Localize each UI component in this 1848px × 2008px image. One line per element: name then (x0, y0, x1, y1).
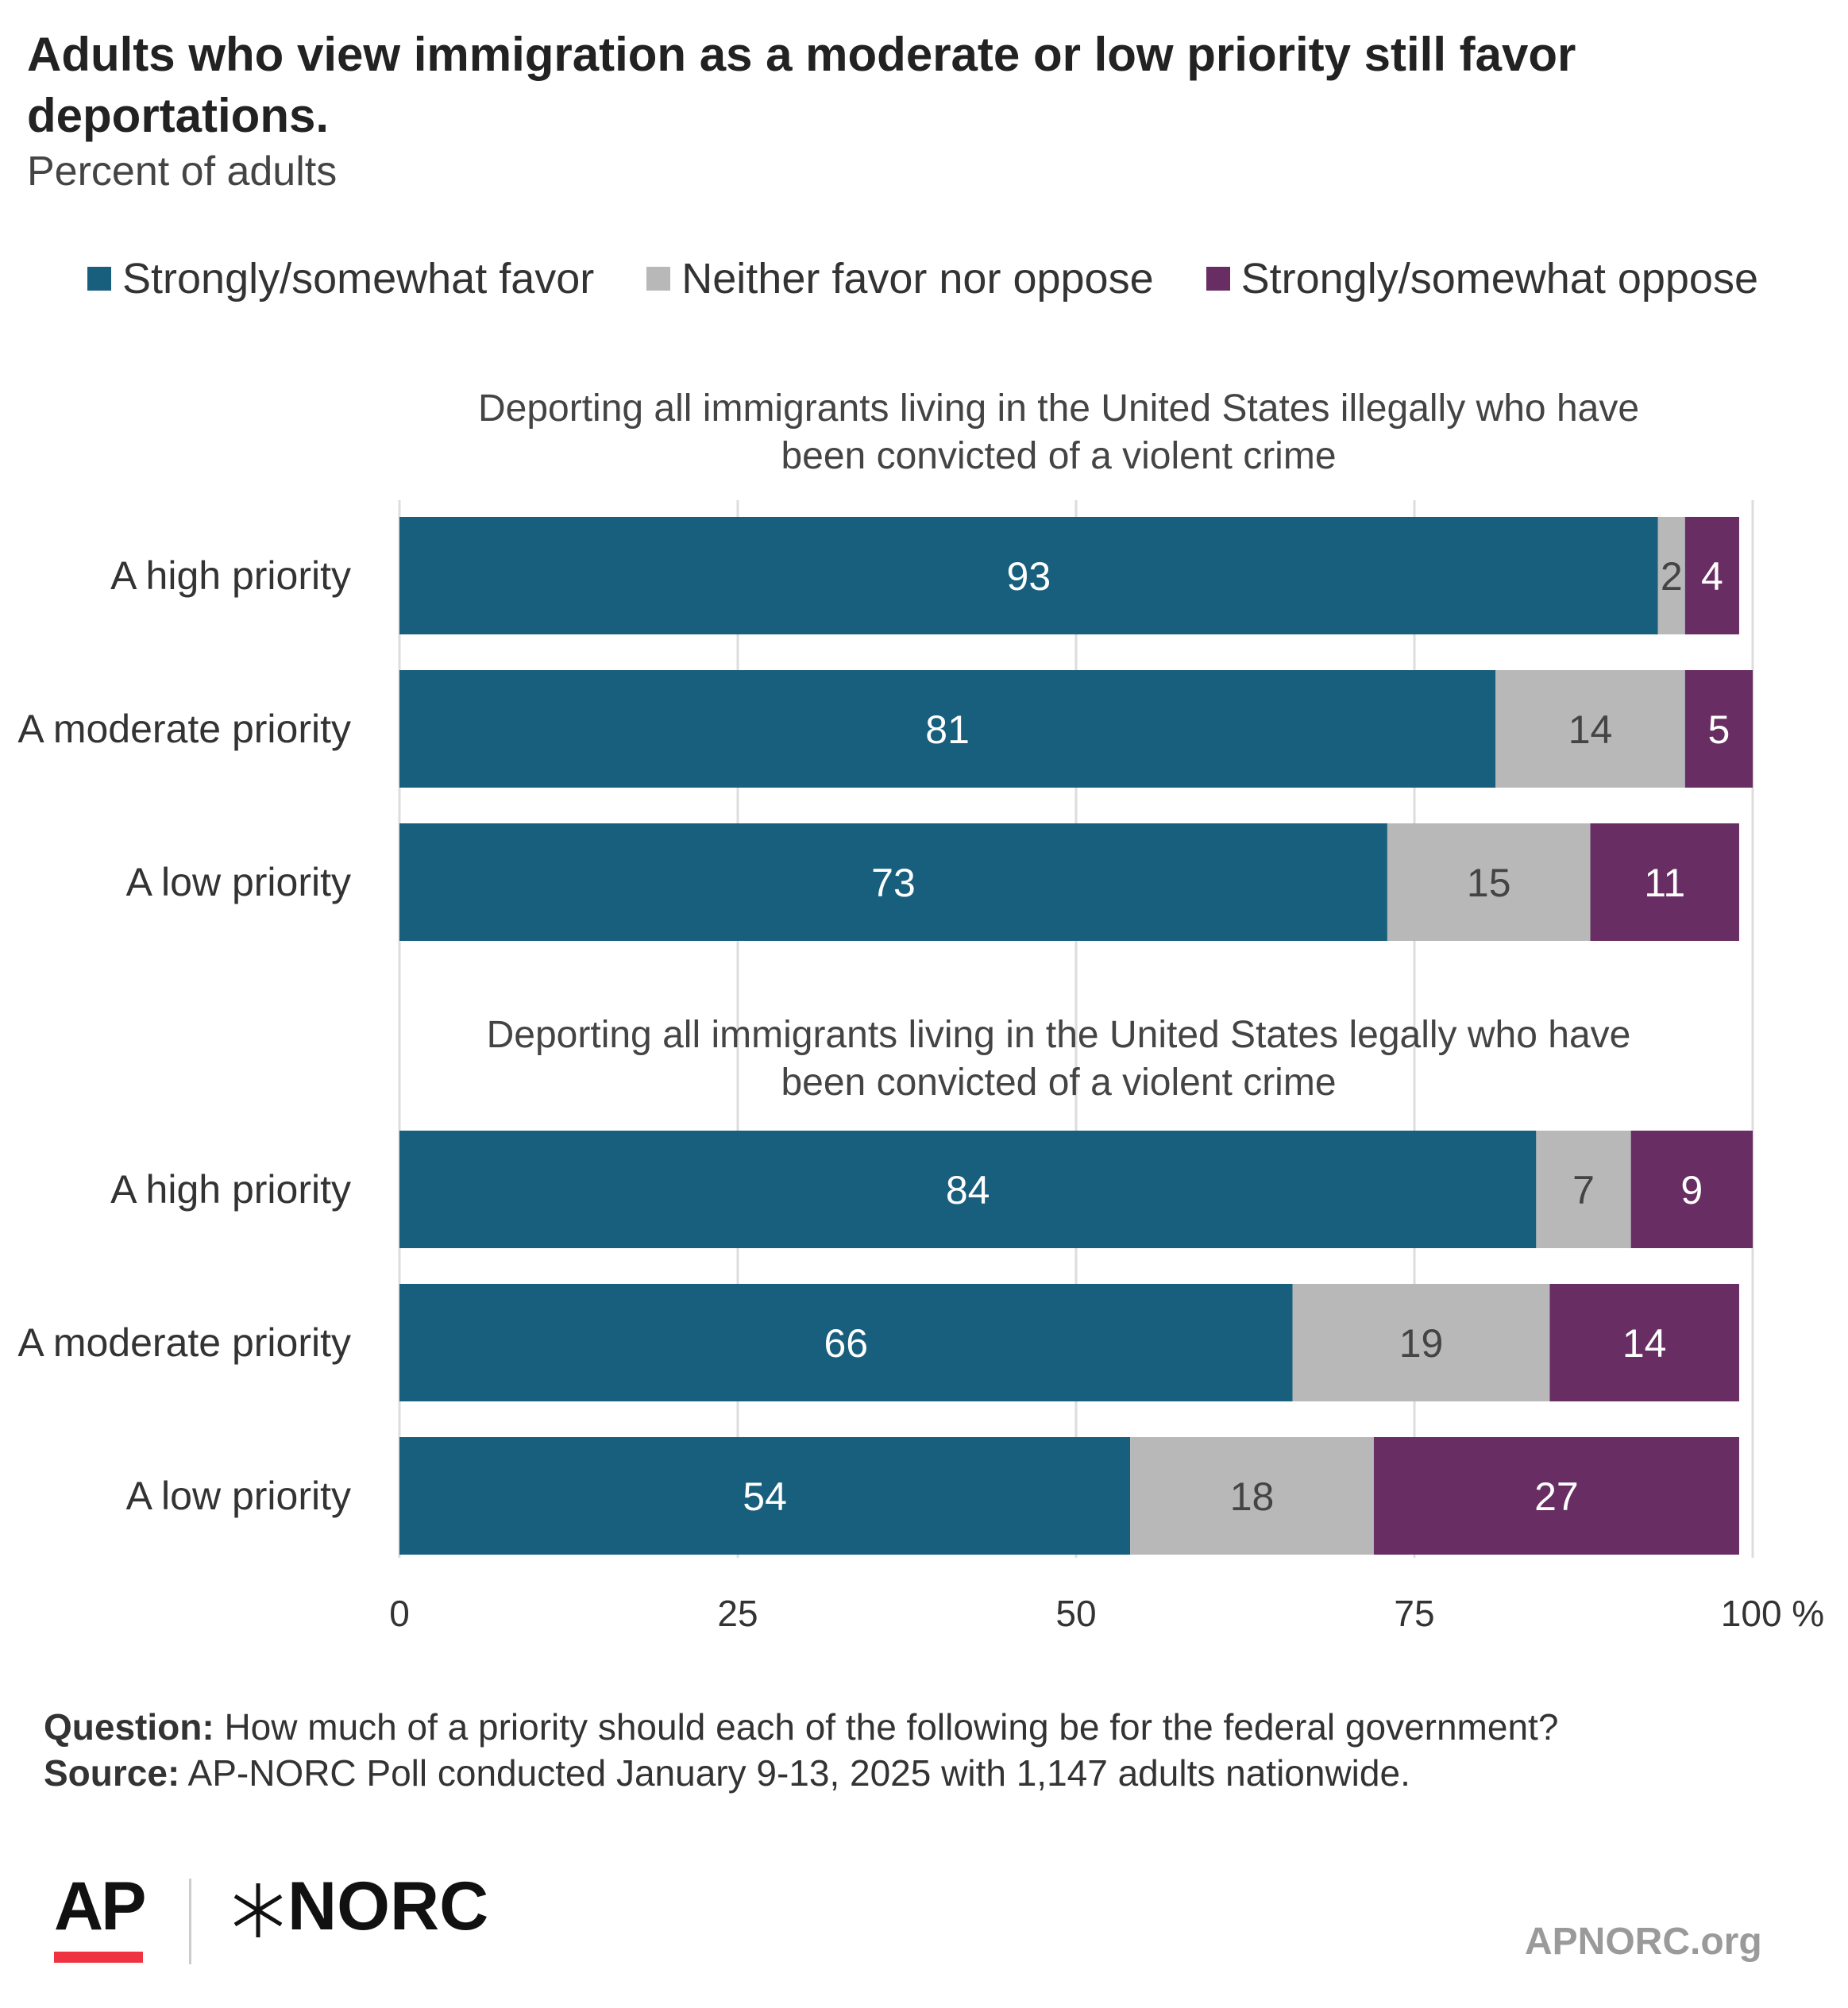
x-tick-label: 0 (389, 1593, 410, 1634)
row-label: A high priority (110, 1167, 351, 1212)
bar-segment-oppose (1630, 1131, 1753, 1248)
data-label: 14 (1622, 1321, 1667, 1366)
data-label: 84 (946, 1168, 990, 1212)
stacked-bar-chart: 0 25 50 75 100 %Deporting all immigrants liv… (17, 387, 1824, 1634)
source-note: Source: AP-NORC Poll conducted January 9… (44, 1750, 1791, 1796)
data-label: 18 (1230, 1474, 1275, 1519)
data-label: 73 (871, 861, 916, 905)
bar-segment-favor (399, 517, 1658, 634)
row-label: A low priority (126, 860, 351, 904)
bar-segment-neither (1495, 670, 1685, 788)
question-text: How much of a priority should each of th… (214, 1706, 1559, 1748)
norc-logo: NORC (287, 1868, 489, 1944)
data-label: 9 (1680, 1168, 1703, 1212)
data-label: 15 (1467, 861, 1511, 905)
site-url: APNORC.org (1525, 1921, 1762, 1963)
bar-segment-oppose (1684, 670, 1753, 788)
data-label: 19 (1399, 1321, 1444, 1366)
data-label: 4 (1701, 554, 1723, 599)
ap-logo-underline (54, 1952, 143, 1963)
data-label: 66 (824, 1321, 869, 1366)
question-note: Question: How much of a priority should … (44, 1704, 1791, 1750)
bar-segment-neither (1387, 823, 1591, 941)
bar-segment-favor (399, 670, 1496, 788)
legend: Strongly/somewhat favor Neither favor no… (87, 252, 1758, 305)
data-label: 5 (1707, 707, 1730, 752)
legend-item-neither: Neither favor nor oppose (646, 254, 1154, 303)
bar-segment-oppose (1684, 517, 1739, 634)
data-label: 14 (1568, 707, 1613, 752)
footer-notes: Question: How much of a priority should … (44, 1704, 1791, 1796)
x-tick-label: 75 (1394, 1593, 1434, 1634)
bar-segment-oppose (1373, 1437, 1739, 1555)
x-tick-label: 25 (717, 1593, 758, 1634)
bar-segment-neither (1657, 517, 1685, 634)
bar-segment-favor (399, 823, 1387, 941)
bar-segment-favor (399, 1284, 1293, 1401)
bar-segment-neither (1536, 1131, 1631, 1248)
x-tick-label: 100 % (1721, 1593, 1824, 1634)
bar-segment-oppose (1590, 823, 1739, 941)
row-label: A high priority (110, 553, 351, 598)
norc-star-icon (233, 1883, 283, 1937)
panel-title: Deporting all immigrants living in the U… (478, 387, 1639, 430)
logo-divider (189, 1879, 191, 1964)
data-label: 81 (925, 707, 970, 752)
data-label: 27 (1534, 1474, 1579, 1519)
x-tick-label: 50 (1055, 1593, 1096, 1634)
legend-label-oppose: Strongly/somewhat oppose (1240, 255, 1758, 303)
bar-segment-neither (1292, 1284, 1550, 1401)
bar-segment-favor (399, 1131, 1537, 1248)
data-label: 7 (1572, 1168, 1595, 1212)
legend-swatch-favor (87, 267, 111, 291)
row-label: A moderate priority (17, 1320, 351, 1365)
legend-swatch-neither (646, 267, 671, 291)
ap-logo: AP (54, 1868, 146, 1944)
panel-title: been convicted of a violent crime (781, 435, 1336, 477)
data-label: 54 (743, 1474, 787, 1519)
source-label: Source: (44, 1752, 180, 1794)
source-text: AP-NORC Poll conducted January 9-13, 202… (179, 1752, 1410, 1794)
chart-subtitle: Percent of adults (27, 148, 338, 195)
legend-label-neither: Neither favor nor oppose (681, 255, 1154, 303)
panel-title: Deporting all immigrants living in the U… (487, 1014, 1631, 1056)
legend-swatch-oppose (1206, 267, 1230, 291)
bar-segment-neither (1130, 1437, 1374, 1555)
bar-segment-favor (399, 1437, 1131, 1555)
row-label: A moderate priority (17, 707, 351, 751)
legend-label-favor: Strongly/somewhat favor (122, 255, 595, 303)
data-label: 2 (1661, 554, 1683, 599)
data-label: 93 (1007, 554, 1051, 599)
legend-item-oppose: Strongly/somewhat oppose (1206, 254, 1758, 303)
legend-item-favor: Strongly/somewhat favor (87, 254, 594, 303)
bar-segment-oppose (1549, 1284, 1739, 1401)
chart-title: Adults who view immigration as a moderat… (27, 28, 1576, 142)
data-label: 11 (1644, 861, 1685, 905)
row-label: A low priority (126, 1474, 351, 1518)
question-label: Question: (44, 1706, 214, 1748)
panel-title: been convicted of a violent crime (781, 1062, 1336, 1104)
